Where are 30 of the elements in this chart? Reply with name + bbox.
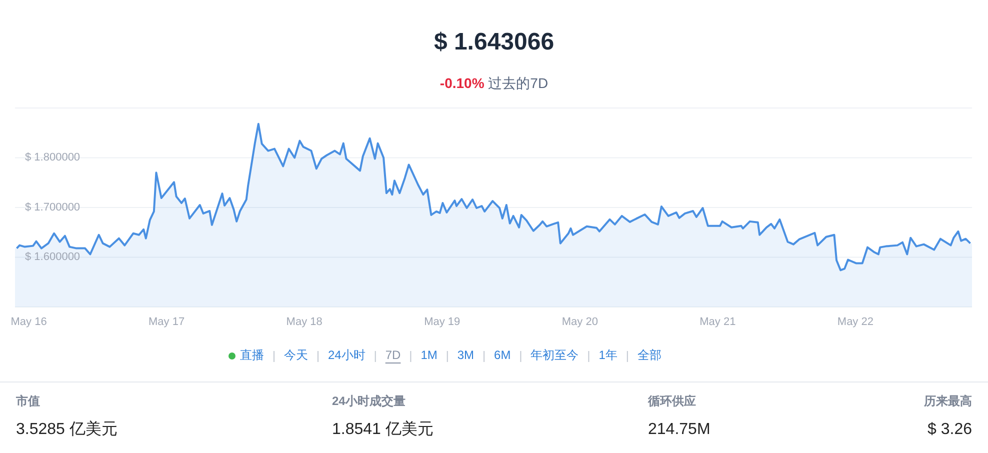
text: 1.8541 亿美元 xyxy=(332,420,434,438)
x-tick-label: May 20 xyxy=(562,316,598,328)
x-tick-label: May 22 xyxy=(837,316,874,328)
text: 1年 xyxy=(598,348,618,362)
text: $ 3.26 xyxy=(928,421,972,438)
text: 6M xyxy=(494,348,511,362)
y-tick-label: $ 1.800000 xyxy=(25,152,80,164)
text: 全部 xyxy=(637,348,662,362)
text: 24小时 xyxy=(328,348,366,362)
text: 1M xyxy=(420,348,438,362)
chart-subtitle: -0.10% 过去的7D xyxy=(440,74,548,91)
y-tick-label: $ 1.700000 xyxy=(25,201,80,214)
x-tick-label: May 17 xyxy=(148,316,185,328)
y-tick-label: $ 1.600000 xyxy=(25,251,80,264)
text: 214.75M xyxy=(648,421,710,438)
x-tick-label: May 21 xyxy=(700,316,736,328)
x-tick-label: May 16 xyxy=(10,316,47,328)
text: 历来最高 xyxy=(923,394,972,408)
text: 24小时成交量 xyxy=(332,394,406,408)
x-tick-label: May 19 xyxy=(424,316,460,328)
text: 3.5285 亿美元 xyxy=(16,420,118,438)
text: 循环供应 xyxy=(647,394,696,408)
text: 市值 xyxy=(15,394,40,408)
text: 今天 xyxy=(284,348,308,362)
text: 年初至今 xyxy=(530,348,579,362)
text: 3M xyxy=(457,348,474,362)
x-tick-label: May 18 xyxy=(286,316,322,328)
text: 直播 xyxy=(240,348,264,362)
chart-title: $ 1.643066 xyxy=(434,28,554,56)
text: 7D xyxy=(385,348,402,362)
